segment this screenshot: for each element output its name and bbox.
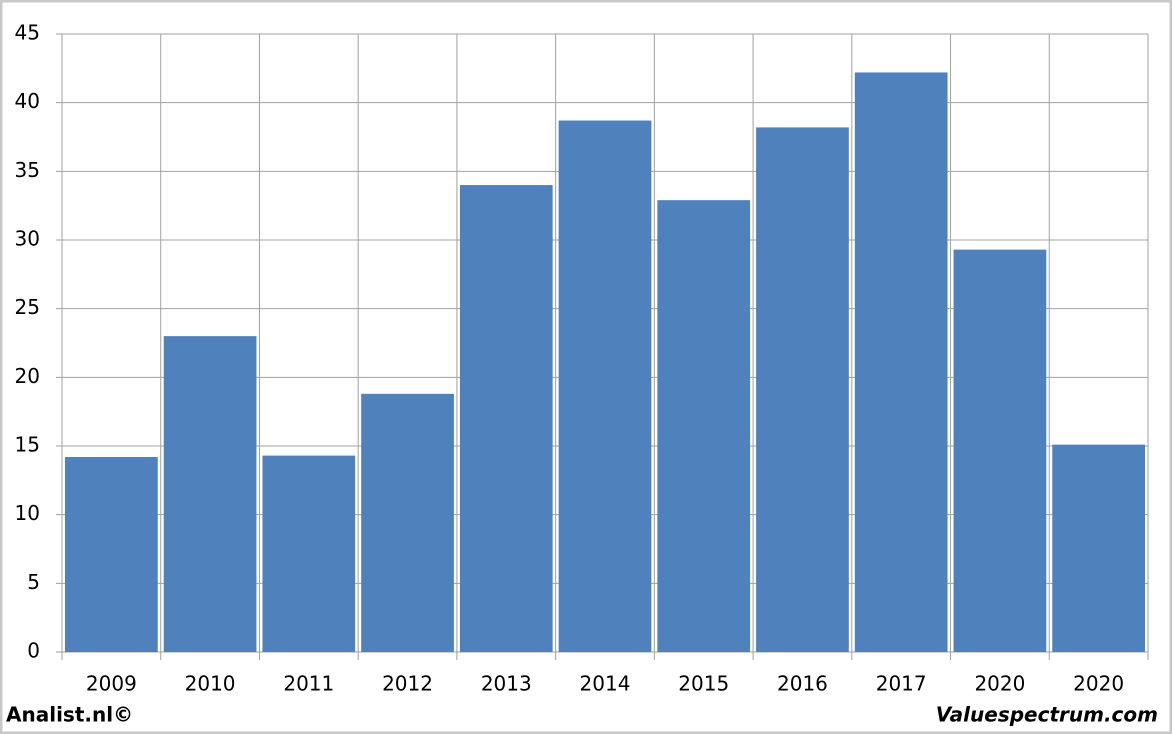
y-tick-label: 35: [15, 158, 40, 182]
bar: [854, 72, 948, 653]
x-tick-label: 2016: [777, 672, 828, 696]
y-tick-label: 25: [15, 295, 40, 319]
x-tick-label: 2020: [1073, 672, 1124, 696]
y-tick-label: 30: [15, 227, 40, 251]
bar: [953, 249, 1047, 652]
bar: [657, 200, 751, 652]
bar: [262, 455, 356, 652]
x-tick-label: 2009: [86, 672, 137, 696]
bar: [163, 336, 257, 652]
x-tick-label: 2014: [580, 672, 631, 696]
x-tick-label: 2015: [678, 672, 729, 696]
x-tick-label: 2011: [283, 672, 334, 696]
bar: [65, 456, 158, 652]
bar: [1052, 444, 1145, 652]
y-tick-label: 40: [15, 89, 40, 113]
y-tick-label: 0: [27, 639, 40, 663]
bar: [459, 185, 553, 653]
y-tick-label: 10: [15, 501, 40, 525]
x-tick-label: 2010: [185, 672, 236, 696]
bar: [558, 120, 652, 652]
y-tick-label: 45: [15, 21, 40, 45]
bar: [361, 393, 454, 652]
y-tick-label: 5: [27, 570, 40, 594]
y-tick-label: 20: [15, 364, 40, 388]
x-tick-label: 2012: [382, 672, 433, 696]
x-tick-label: 2017: [876, 672, 927, 696]
x-tick-label: 2020: [974, 672, 1025, 696]
y-tick-label: 15: [15, 433, 40, 457]
x-tick-label: 2013: [481, 672, 532, 696]
footer-right: Valuespectrum.com: [936, 703, 1158, 727]
bar: [756, 127, 849, 653]
footer-left: Analist.nl©: [6, 703, 133, 727]
